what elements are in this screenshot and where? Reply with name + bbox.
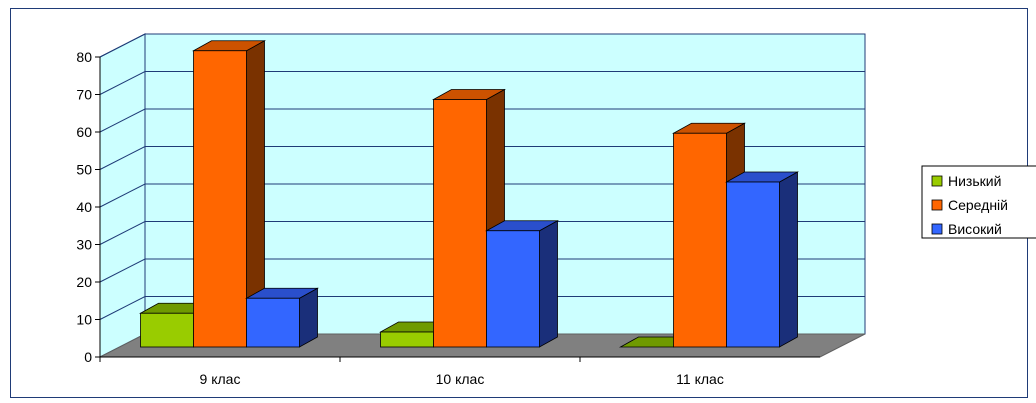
bar [673,132,727,348]
y-tick-label: 0 [84,349,92,365]
bar [193,50,247,348]
y-tick-label: 70 [76,87,92,103]
legend-label: Високий [948,221,1002,237]
x-category-label: 9 клас [200,371,241,387]
y-tick-label: 60 [76,124,92,140]
bar-side [539,220,558,348]
bar-side [779,171,798,348]
bar [380,331,434,348]
bar [726,181,780,348]
y-tick-label: 40 [76,199,92,215]
y-tick-label: 10 [76,312,92,328]
bar [486,230,540,348]
bar [246,297,300,348]
y-tick-label: 30 [76,237,92,253]
gridline [99,71,865,95]
bar [433,99,487,348]
gridline [99,33,865,58]
legend-swatch [931,199,943,211]
legend-swatch [931,223,943,235]
gridline [99,108,865,133]
gridline [99,296,865,320]
legend-label: Середній [948,197,1008,213]
gridline [99,146,865,170]
gridline [99,183,865,208]
y-tick-label: 80 [76,49,92,65]
y-tick-label: 50 [76,162,92,178]
x-category-label: 10 клас [436,371,485,387]
bar [140,312,194,348]
legend-label: Низький [948,173,1001,189]
gridline [99,221,865,245]
gridline [99,258,865,283]
x-category-label: 11 клас [676,371,724,387]
legend-swatch [931,175,943,187]
y-tick-label: 20 [76,274,92,290]
